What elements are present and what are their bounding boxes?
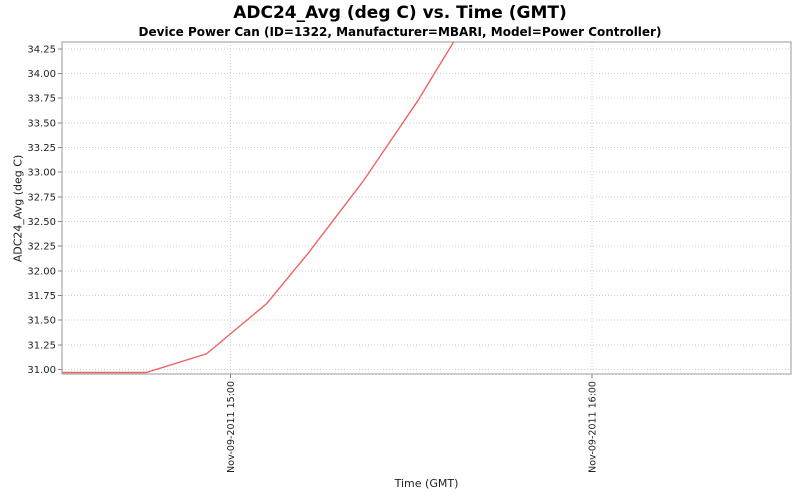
- y-tick-label: 31.75: [27, 291, 56, 302]
- chart-subtitle: Device Power Can (ID=1322, Manufacturer=…: [138, 25, 662, 39]
- y-tick-label: 32.25: [27, 242, 56, 253]
- y-tick-label: 31.50: [27, 316, 56, 327]
- x-axis-label: Time (GMT): [394, 477, 459, 490]
- chart-title: ADC24_Avg (deg C) vs. Time (GMT): [233, 3, 567, 23]
- y-tick-label: 33.25: [27, 143, 56, 154]
- y-tick-label: 32.75: [27, 192, 56, 203]
- x-tick-label: Nov-09-2011 15:00: [226, 381, 237, 473]
- y-tick-label: 33.50: [27, 118, 56, 129]
- x-tick-label: Nov-09-2011 16:00: [588, 381, 599, 473]
- y-tick-label: 34.25: [27, 44, 56, 55]
- y-tick-label: 34.00: [27, 69, 56, 80]
- y-tick-label: 31.00: [27, 365, 56, 376]
- y-tick-label: 31.25: [27, 340, 56, 351]
- y-tick-label: 33.00: [27, 168, 56, 179]
- y-tick-label: 33.75: [27, 94, 56, 105]
- y-tick-label: 32.50: [27, 217, 56, 228]
- series-line: [62, 42, 455, 374]
- y-tick-label: 32.00: [27, 266, 56, 277]
- plot-border: [61, 41, 792, 375]
